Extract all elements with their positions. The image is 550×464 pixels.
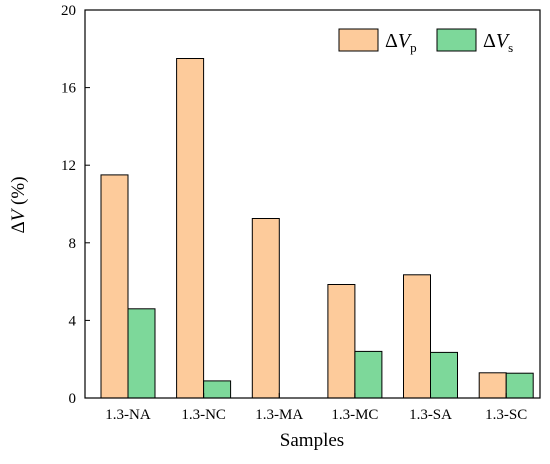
x-tick-label: 1.3-SC [485,407,527,423]
bar-p-1.3-SC [478,372,507,399]
x-axis-title: Samples [280,430,344,451]
legend-swatch-vs [436,28,477,52]
y-tick-label: 0 [69,391,77,407]
bar-group [100,58,534,399]
bar-s-1.3-MC [354,350,383,399]
legend: ΔVp ΔVs [338,28,513,55]
plot-frame [84,9,541,399]
y-tick-label: 8 [69,236,77,252]
x-tick-label: 1.3-MC [331,407,378,423]
y-tick-label: 12 [61,158,76,174]
y-axis-title: ΔV (%) [8,176,29,233]
x-tick-label: 1.3-MA [255,407,303,423]
x-tick-label: 1.3-NA [105,407,151,423]
bar-p-1.3-MC [327,284,356,399]
y-tick-label: 16 [61,81,77,97]
bar-s-1.3-SC [505,372,534,399]
bar-p-1.3-MA [251,218,280,399]
y-tick-label: 4 [69,313,77,329]
x-tick-label: 1.3-SA [409,407,452,423]
x-tick-label: 1.3-NC [181,407,226,423]
legend-swatch-vp [338,28,379,52]
bar-s-1.3-SA [430,351,458,399]
axis-ticks: 1.3-NA 1.3-NC 1.3-MA 1.3-MC 1.3-SA 1.3-SC 0 4 8 1… [61,3,527,423]
bar-p-1.3-NA [100,174,129,399]
bar-p-1.3-SA [403,274,431,399]
bar-s-1.3-NC [203,380,232,399]
y-tick-label: 20 [61,3,76,19]
legend-label-vp: ΔVp [385,30,417,55]
bar-s-1.3-NA [127,308,156,399]
legend-label-vs: ΔVs [483,30,513,55]
bar-p-1.3-NC [176,58,205,399]
